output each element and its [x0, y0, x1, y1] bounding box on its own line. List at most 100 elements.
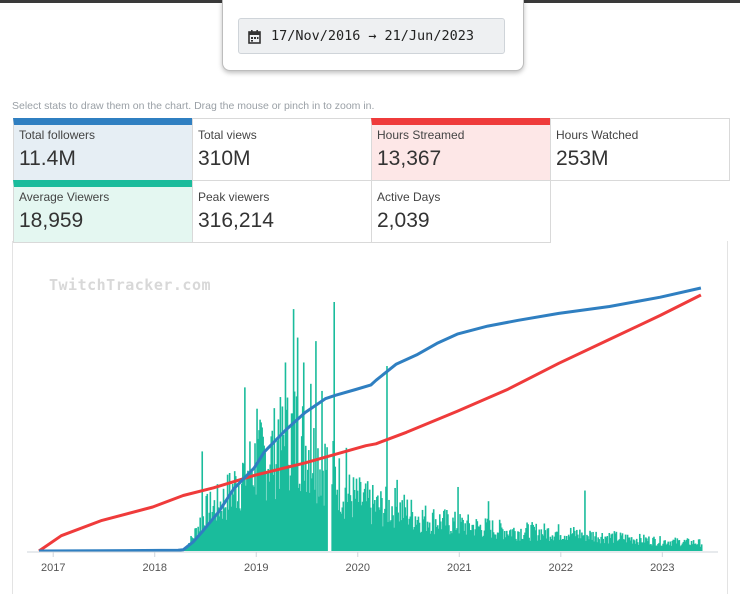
avg-viewers-bar	[581, 532, 583, 551]
avg-viewers-bar	[427, 527, 430, 551]
avg-viewers-bar	[553, 536, 556, 551]
avg-viewers-bar	[671, 540, 674, 551]
avg-viewers-bar	[301, 406, 304, 551]
avg-viewers-bar	[497, 532, 500, 551]
avg-viewers-bar	[213, 500, 216, 551]
avg-viewers-bar	[610, 534, 613, 551]
avg-viewers-bar	[250, 471, 252, 551]
stat-hours-watched[interactable]: Hours Watched 253M	[550, 118, 730, 181]
stat-total-views[interactable]: Total views 310M	[192, 118, 372, 181]
stat-total-followers[interactable]: Total followers 11.4M	[13, 118, 193, 181]
stat-peak-viewers[interactable]: Peak viewers 316,214	[192, 180, 372, 243]
avg-viewers-bar	[204, 529, 207, 551]
avg-viewers-bar	[230, 506, 233, 551]
avg-viewers-bar	[203, 525, 206, 551]
avg-viewers-bar	[529, 540, 531, 551]
stat-average-viewers[interactable]: Average Viewers 18,959	[13, 180, 193, 243]
avg-viewers-bar	[228, 473, 231, 551]
avg-viewers-bar	[266, 472, 268, 551]
avg-viewers-bar	[386, 366, 388, 551]
avg-viewers-bar	[577, 534, 579, 551]
avg-viewers-bar	[371, 484, 374, 551]
avg-viewers-bar	[221, 518, 224, 551]
avg-viewers-bar	[229, 494, 232, 551]
avg-viewers-bar	[243, 463, 245, 551]
avg-viewers-bar	[491, 520, 494, 551]
avg-viewers-bar	[201, 451, 204, 551]
avg-viewers-bar	[406, 499, 409, 551]
avg-viewers-bar	[287, 464, 290, 551]
avg-viewers-bar	[668, 545, 671, 551]
avg-viewers-bar	[591, 539, 593, 551]
avg-viewers-bar	[690, 540, 693, 551]
avg-viewers-bar	[254, 443, 256, 551]
avg-viewers-bar	[389, 521, 391, 551]
avg-viewers-bar	[267, 468, 270, 551]
avg-viewers-bar	[501, 529, 504, 551]
avg-viewers-bar	[469, 530, 472, 551]
avg-viewers-bar	[693, 543, 696, 551]
avg-viewers-bar	[603, 543, 606, 551]
avg-viewers-bar	[318, 496, 320, 551]
avg-viewers-bar	[385, 486, 387, 551]
avg-viewers-bar	[457, 486, 459, 551]
avg-viewers-bar	[465, 534, 467, 551]
avg-viewers-bar	[402, 517, 405, 551]
avg-viewers-bar	[421, 509, 424, 551]
avg-viewers-bar	[244, 387, 246, 551]
date-range-picker[interactable]: 17/Nov/2016 → 21/Jun/2023	[238, 18, 505, 54]
x-tick-label: 2019	[244, 562, 268, 574]
avg-viewers-bar	[458, 533, 460, 551]
avg-viewers-bar	[411, 512, 414, 551]
avg-viewers-bar	[557, 524, 560, 551]
avg-viewers-bar	[460, 521, 462, 551]
avg-viewers-bar	[444, 509, 446, 551]
chart-area[interactable]: TwitchTracker.com 2017 2018 2019 2020 2021 20…	[12, 241, 728, 594]
avg-viewers-bar	[365, 501, 368, 551]
stat-active-days[interactable]: Active Days 2,039	[371, 180, 551, 243]
avg-viewers-bar	[260, 422, 262, 551]
stats-chart[interactable]: 2017 2018 2019 2020 2021 2022 2023	[13, 241, 727, 594]
avg-viewers-bar	[564, 539, 567, 551]
date-end: 21/Jun/2023	[384, 28, 474, 44]
avg-viewers-bar	[479, 524, 482, 551]
stat-hours-streamed[interactable]: Hours Streamed 13,367	[371, 118, 551, 181]
avg-viewers-bar	[234, 476, 237, 551]
avg-viewers-bar	[360, 505, 363, 551]
avg-viewers-bar	[524, 532, 526, 551]
avg-viewers-bar	[617, 540, 620, 551]
avg-viewers-bar	[512, 529, 514, 551]
avg-viewers-bar	[358, 477, 361, 551]
avg-viewers-bar	[424, 505, 427, 551]
avg-viewers-bar	[363, 488, 366, 551]
avg-viewers-bar	[185, 548, 187, 551]
avg-viewers-bar	[683, 539, 686, 551]
avg-viewers-bar	[192, 538, 194, 551]
avg-viewers-bar	[281, 406, 284, 551]
avg-viewers-bar	[681, 543, 684, 551]
avg-viewers-bar	[245, 485, 247, 551]
avg-viewers-bar	[679, 546, 682, 551]
avg-viewers-bar	[498, 519, 501, 551]
avg-viewers-bar	[684, 541, 687, 551]
avg-viewers-bar	[523, 534, 525, 551]
avg-viewers-bar	[294, 463, 297, 551]
avg-viewers-bar	[261, 427, 263, 551]
avg-viewers-bar	[387, 522, 389, 551]
avg-viewers-bar	[552, 540, 555, 551]
avg-viewers-bar	[377, 495, 379, 551]
avg-viewers-bar	[252, 485, 254, 551]
avg-viewers-bar	[268, 481, 271, 551]
avg-viewers-bar	[452, 517, 454, 551]
avg-viewers-bar	[474, 529, 477, 551]
avg-viewers-bar	[361, 501, 364, 551]
avg-viewers-bar	[627, 537, 630, 551]
avg-viewers-bar	[648, 536, 650, 551]
avg-viewers-bar	[405, 515, 408, 551]
avg-viewers-bar	[644, 542, 646, 551]
avg-viewers-bar	[635, 538, 638, 551]
stat-value: 310M	[198, 147, 251, 170]
avg-viewers-bar	[588, 539, 590, 551]
x-tick-label: 2022	[549, 562, 573, 574]
avg-viewers-bar	[207, 525, 210, 551]
